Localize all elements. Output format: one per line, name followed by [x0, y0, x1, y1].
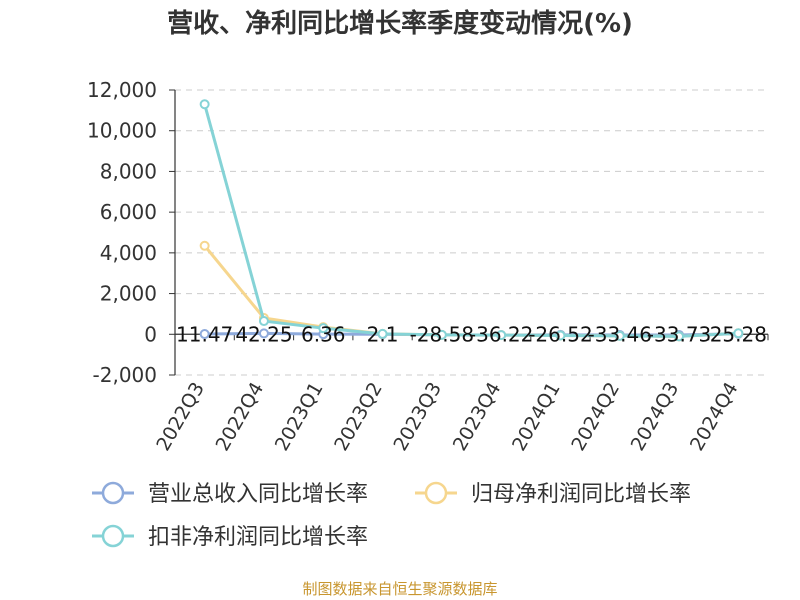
legend-item[interactable]: 扣非净利润同比增长率	[92, 524, 368, 550]
data-label: 6.36	[301, 322, 346, 346]
data-point[interactable]	[733, 328, 744, 339]
data-point[interactable]	[258, 328, 269, 339]
data-label: -26.52	[528, 322, 592, 346]
y-tick-label: 0	[144, 322, 157, 346]
legend-marker	[101, 524, 125, 548]
data-point[interactable]	[436, 329, 447, 340]
y-tick-label: 12,000	[87, 78, 157, 102]
legend-label: 归母净利润同比增长率	[471, 482, 691, 507]
series-line	[203, 103, 739, 338]
data-point[interactable]	[555, 330, 566, 341]
data-label: 2.1	[367, 322, 399, 346]
x-tick-label: 2024Q3	[627, 379, 684, 455]
y-tick-label: -2,000	[93, 363, 157, 387]
series-layer	[199, 99, 744, 342]
source-note: 制图数据来自恒生聚源数据库	[302, 580, 497, 598]
x-axis: 2022Q3 2022Q4 2023Q1 2023Q2 2023Q3 2023Q4 2024…	[152, 333, 769, 455]
y-tick-label: 10,000	[87, 119, 157, 143]
data-label: -33.46	[588, 322, 652, 346]
data-point[interactable]	[318, 323, 329, 334]
y-tick-label: 6,000	[100, 200, 157, 224]
y-tick-label: 8,000	[100, 159, 157, 183]
data-point[interactable]	[496, 330, 507, 341]
data-point[interactable]	[199, 240, 210, 251]
y-axis: -2,000 0 2,000 4,000 6,000 8,000 10,000 12,000	[87, 78, 176, 387]
data-label: 11.47	[176, 322, 233, 346]
legend-marker	[101, 481, 125, 505]
data-label: -28.58	[410, 322, 474, 346]
data-label: -36.22	[469, 322, 533, 346]
data-point[interactable]	[258, 316, 269, 327]
data-label: 42.25	[235, 322, 292, 346]
legend-marker	[424, 481, 448, 505]
y-tick-label: 2,000	[100, 282, 157, 306]
x-tick-label: 2023Q1	[271, 379, 328, 455]
data-point[interactable]	[377, 328, 388, 339]
x-tick-label: 2024Q2	[567, 379, 624, 455]
x-tick-label: 2024Q4	[686, 379, 743, 455]
x-tick-label: 2022Q4	[212, 379, 269, 455]
x-tick-label: 2023Q3	[389, 378, 446, 454]
data-label: -33.73	[647, 322, 711, 346]
data-point[interactable]	[614, 330, 625, 341]
data-point[interactable]	[199, 329, 210, 340]
data-point[interactable]	[674, 331, 685, 342]
legend-item[interactable]: 归母净利润同比增长率	[415, 481, 691, 507]
legend-label: 营业总收入同比增长率	[148, 482, 368, 507]
x-tick-label: 2023Q4	[449, 379, 506, 455]
data-labels: 11.47 42.25 6.36 2.1 -28.58-36.22-26.52-33.4…	[176, 322, 767, 346]
x-tick-label: 2022Q3	[152, 379, 209, 455]
data-label: 25.28	[710, 322, 767, 346]
y-tick-label: 4,000	[100, 241, 157, 265]
legend-label: 扣非净利润同比增长率	[148, 525, 368, 550]
x-tick-label: 2024Q1	[508, 379, 565, 455]
data-point[interactable]	[199, 99, 210, 110]
legend-item[interactable]: 营业总收入同比增长率	[92, 481, 368, 507]
chart-title: 营收、净利同比增长率季度变动情况(%)	[167, 8, 633, 39]
x-tick-label: 2023Q2	[330, 379, 387, 455]
